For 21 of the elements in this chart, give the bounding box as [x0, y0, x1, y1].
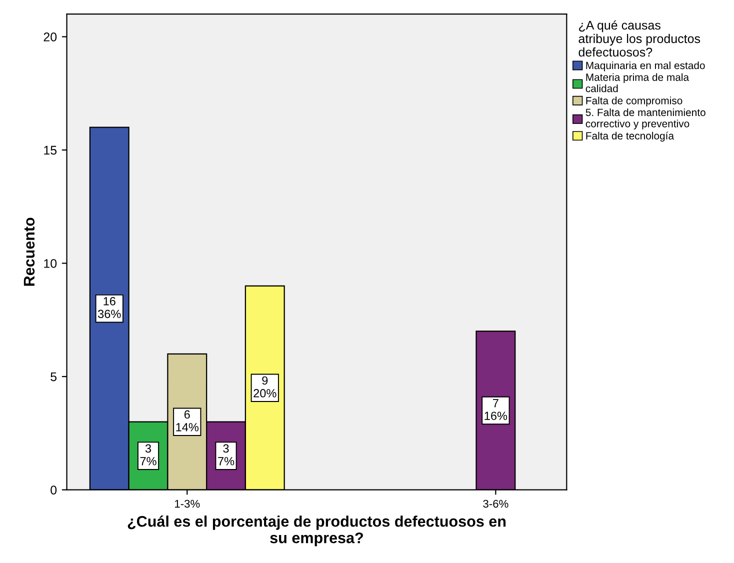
legend-label: Maquinaria en mal estado — [586, 62, 705, 72]
legend-label: Materia prima de mala calidad — [586, 73, 690, 92]
legend-label: Falta de compromiso — [586, 96, 682, 106]
x-tick-label: 3-6% — [483, 500, 508, 508]
y-tick-label: 20 — [44, 32, 57, 42]
y-tick-label: 15 — [44, 146, 57, 155]
x-axis-title: ¿Cuál es el porcentaje de productos defectuosos en su empresa? — [128, 515, 506, 546]
data-label: 6 14% — [176, 410, 199, 432]
data-label: 3 7% — [140, 444, 156, 466]
data-label: 7 16% — [484, 399, 508, 420]
legend-title: ¿A qué causas atribuye los productos defectuosos? — [578, 20, 700, 57]
data-label: 3 7% — [218, 444, 234, 466]
y-axis-title: Recuento — [24, 218, 35, 286]
y-tick-label: 5 — [50, 372, 57, 382]
legend-label: 5. Falta de mantenimiento correctivo y preventivo — [586, 108, 706, 130]
y-tick-label: 0 — [50, 486, 57, 494]
data-label: 16 36% — [98, 297, 121, 318]
data-label: 9 20% — [254, 376, 276, 398]
y-tick-label: 10 — [44, 259, 57, 268]
legend-label: Falta de tecnología — [586, 132, 674, 142]
x-tick-label: 1-3% — [175, 500, 200, 508]
